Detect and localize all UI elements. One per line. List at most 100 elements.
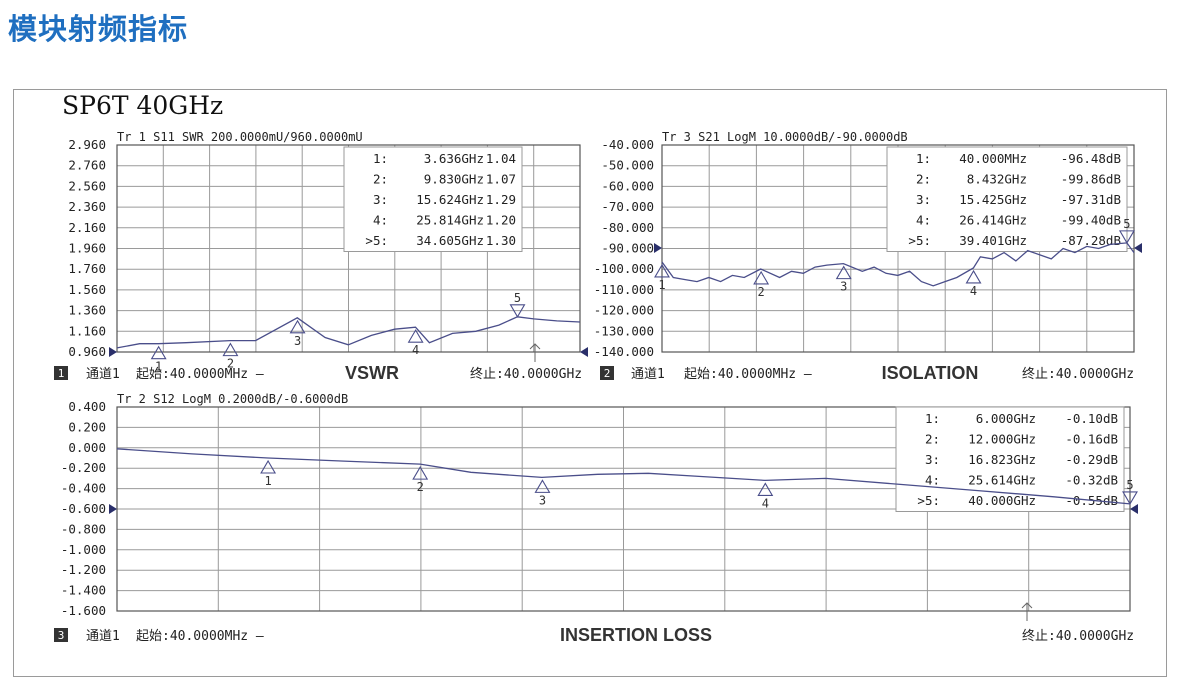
marker-table-freq: 15.425GHz [959,192,1027,207]
channel-chip [600,366,614,380]
y-tick-label: 2.560 [68,178,106,193]
marker-table-label: 4: [916,213,931,228]
y-tick-label: -0.200 [61,460,106,475]
y-tick-label: -100.000 [594,261,654,276]
marker-number: 5 [1126,478,1133,492]
marker-number: 1 [264,474,271,488]
marker-number: 4 [412,343,419,357]
marker-table-value: -0.10dB [1065,411,1118,426]
reference-level-arrow-right [580,347,588,357]
y-tick-label: -1.200 [61,562,106,577]
trace-line [661,242,1135,287]
stop-frequency: 终止:40.0000GHz [470,366,582,382]
y-tick-label: -40.000 [601,137,654,152]
start-frequency: 起始:40.0000MHz — [684,367,812,382]
y-tick-label: -90.000 [601,241,654,256]
marker-table-freq: 26.414GHz [959,213,1027,228]
marker-number: 2 [758,285,765,299]
marker-table-value: -0.16dB [1065,432,1118,447]
reference-level-arrow-right [1134,243,1142,253]
page-title: 模块射频指标 [8,12,189,46]
marker-table-value: -0.32dB [1065,473,1118,488]
marker-triangle [260,459,277,474]
trace-line [116,448,1131,505]
channel-label: 通道1 [631,367,665,382]
start-frequency: 起始:40.0000MHz — [136,629,264,644]
plot-border [116,144,581,353]
marker-number: 4 [762,496,769,510]
marker-triangle [835,265,852,280]
marker-table-label: 3: [925,452,940,467]
marker-table-freq: 34.605GHz [416,233,484,248]
y-tick-label: 0.400 [68,399,106,414]
marker-triangle-active [509,304,526,318]
marker-table-value: 1.20 [486,213,516,228]
cursor-arrow [529,343,541,362]
marker-number: 1 [658,278,665,292]
marker-table-label: 4: [925,473,940,488]
marker-number: 3 [294,334,301,348]
marker-table-freq: 25.614GHz [968,473,1036,488]
marker-table-value: 1.07 [486,172,516,187]
marker-table-freq: 40.000GHz [968,493,1036,508]
marker-table-freq: 40.000MHz [959,151,1027,166]
marker-triangle [407,329,424,343]
marker-table-freq: 6.000GHz [976,411,1036,426]
figure-title: SP6T 40GHz [62,91,224,120]
marker-table-value: -99.86dB [1061,172,1121,187]
y-tick-label: 1.760 [68,261,106,276]
marker-table-label: 2: [916,172,931,187]
y-tick-label: 1.960 [68,241,106,256]
marker-number: 2 [417,480,424,494]
y-tick-label: -50.000 [601,158,654,173]
marker-table-value: 1.30 [486,233,516,248]
marker-number: 1 [155,360,162,374]
marker-table-value: -0.29dB [1065,452,1118,467]
marker-number: 5 [1123,217,1130,231]
y-tick-label: 0.960 [68,344,106,359]
marker-table-label: >5: [365,233,388,248]
y-tick-label: -1.600 [61,603,106,618]
y-tick-label: 2.960 [68,137,106,152]
marker-table-value: -99.40dB [1061,213,1121,228]
stop-frequency: 终止:40.0000GHz [1022,366,1134,382]
stop-frequency: 终止:40.0000GHz [1022,628,1134,644]
y-tick-label: -130.000 [594,323,654,338]
marker-table-value: 1.29 [486,192,516,207]
marker-table-label: 2: [373,172,388,187]
y-tick-label: -0.400 [61,481,106,496]
y-tick-label: 1.360 [68,303,106,318]
marker-triangle [534,479,551,493]
channel-number: 3 [58,629,65,642]
y-tick-label: -80.000 [601,220,654,235]
marker-table-box [886,146,1128,252]
channel-chip [54,366,68,380]
marker-table-box [895,406,1125,512]
trace-header: Tr 1 S11 SWR 200.0000mU/960.0000mU [117,130,363,144]
y-tick-label: 0.000 [68,440,106,455]
y-tick-label: -0.600 [61,501,106,516]
y-tick-label: -60.000 [601,178,654,193]
marker-table-label: >5: [917,493,940,508]
marker-triangle [412,466,429,480]
marker-number: 3 [539,493,546,507]
y-tick-label: 0.200 [68,419,106,434]
marker-table-freq: 15.624GHz [416,192,484,207]
reference-level-arrow-right [1130,504,1138,514]
marker-table-freq: 12.000GHz [968,432,1036,447]
y-tick-label: 2.360 [68,199,106,214]
y-tick-label: -120.000 [594,303,654,318]
marker-table-freq: 39.401GHz [959,233,1027,248]
marker-table-freq: 8.432GHz [967,172,1027,187]
marker-table-box [343,146,523,252]
marker-table-value: 1.04 [486,151,516,166]
marker-triangle [757,482,774,496]
chart-title: ISOLATION [882,363,979,383]
marker-number: 4 [970,284,977,298]
marker-triangle-active [1122,491,1138,505]
marker-triangle [753,270,770,285]
marker-table-value: -87.28dB [1061,233,1121,248]
plot-border [661,144,1135,353]
trace-header: Tr 3 S21 LogM 10.0000dB/-90.0000dB [662,130,908,144]
